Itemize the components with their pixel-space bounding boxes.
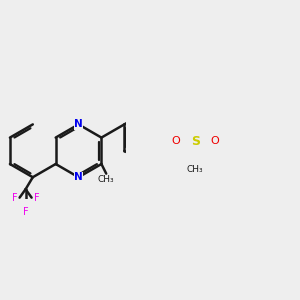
Text: CH₃: CH₃ bbox=[187, 165, 203, 174]
Text: F: F bbox=[23, 207, 28, 217]
Text: F: F bbox=[34, 193, 40, 202]
Text: F: F bbox=[12, 193, 17, 202]
Text: O: O bbox=[211, 136, 219, 146]
Text: N: N bbox=[74, 172, 83, 182]
Text: CH₃: CH₃ bbox=[98, 175, 115, 184]
Text: O: O bbox=[171, 136, 180, 146]
Text: N: N bbox=[74, 119, 83, 129]
Text: S: S bbox=[190, 135, 200, 148]
